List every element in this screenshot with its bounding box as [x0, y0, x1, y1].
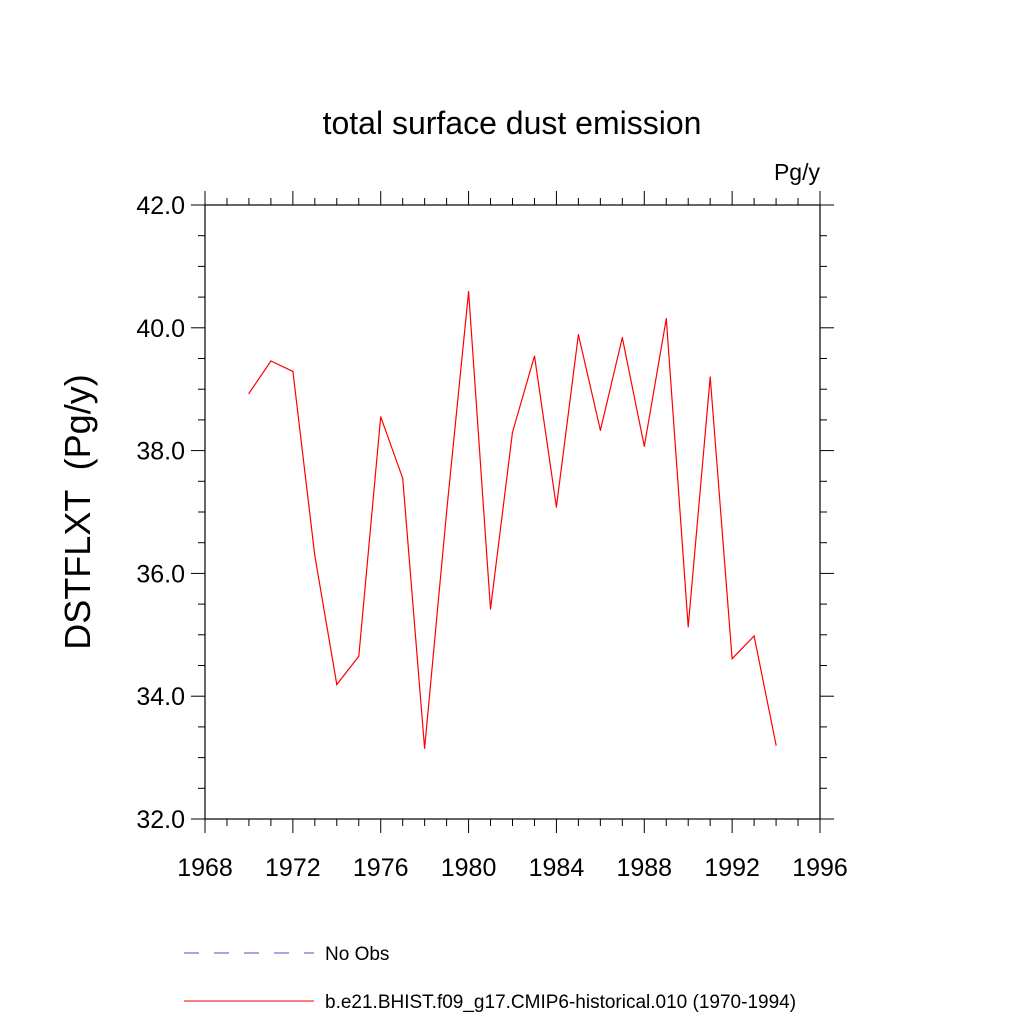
data-point — [380, 416, 382, 418]
x-tick-label: 1976 — [353, 854, 409, 882]
data-point — [424, 747, 426, 749]
y-tick-label: 36.0 — [136, 560, 185, 588]
series-line — [248, 291, 777, 749]
data-point — [511, 431, 514, 433]
data-point — [270, 360, 272, 362]
y-axis-label: DSTFLXT (Pg/y) — [57, 374, 98, 649]
legend-label: No Obs — [325, 944, 389, 965]
y-tick-label: 40.0 — [136, 315, 185, 343]
data-point — [577, 333, 579, 336]
x-tick-label: 1992 — [704, 854, 760, 882]
legend-label: b.e21.BHIST.f09_g17.CMIP6-historical.010… — [325, 992, 796, 1013]
x-tick-label: 1996 — [792, 854, 848, 882]
x-axis-ticks: 1968 1972 1976 1980 1984 1988 1992 1996 — [177, 191, 848, 882]
y-tick-label: 32.0 — [136, 806, 185, 834]
series-layer — [248, 290, 777, 749]
data-point — [533, 355, 536, 357]
data-point — [665, 317, 667, 320]
data-point — [599, 429, 601, 431]
data-point — [402, 477, 404, 479]
data-point — [643, 445, 645, 447]
data-point — [709, 376, 711, 378]
y-tick-label: 38.0 — [136, 438, 185, 466]
data-point — [314, 554, 316, 557]
data-point — [775, 744, 777, 746]
data-point — [555, 506, 558, 508]
plot-frame — [204, 204, 821, 820]
legend: No Obs b.e21.BHIST.f09_g17.CMIP6-historic… — [184, 944, 796, 1013]
x-tick-label: 1972 — [265, 854, 321, 882]
x-tick-label: 1984 — [529, 854, 585, 882]
data-point — [292, 370, 294, 372]
units-label: Pg/y — [774, 159, 821, 185]
chart-title: total surface dust emission — [323, 105, 702, 141]
data-point — [467, 290, 470, 293]
data-point — [753, 635, 755, 637]
data-point — [336, 683, 338, 686]
data-point — [731, 658, 733, 660]
x-tick-label: 1980 — [441, 854, 497, 882]
y-tick-label: 42.0 — [136, 192, 185, 220]
data-point — [621, 337, 623, 339]
data-point — [687, 626, 689, 628]
data-point — [446, 511, 448, 513]
data-point — [358, 655, 360, 657]
y-tick-label: 34.0 — [136, 683, 185, 711]
x-tick-label: 1968 — [177, 854, 233, 882]
y-axis-ticks: 32.0 34.0 36.0 38.0 40.0 42.0 — [136, 192, 834, 834]
data-point — [489, 608, 492, 610]
x-tick-label: 1988 — [616, 854, 672, 882]
data-point — [248, 392, 250, 395]
